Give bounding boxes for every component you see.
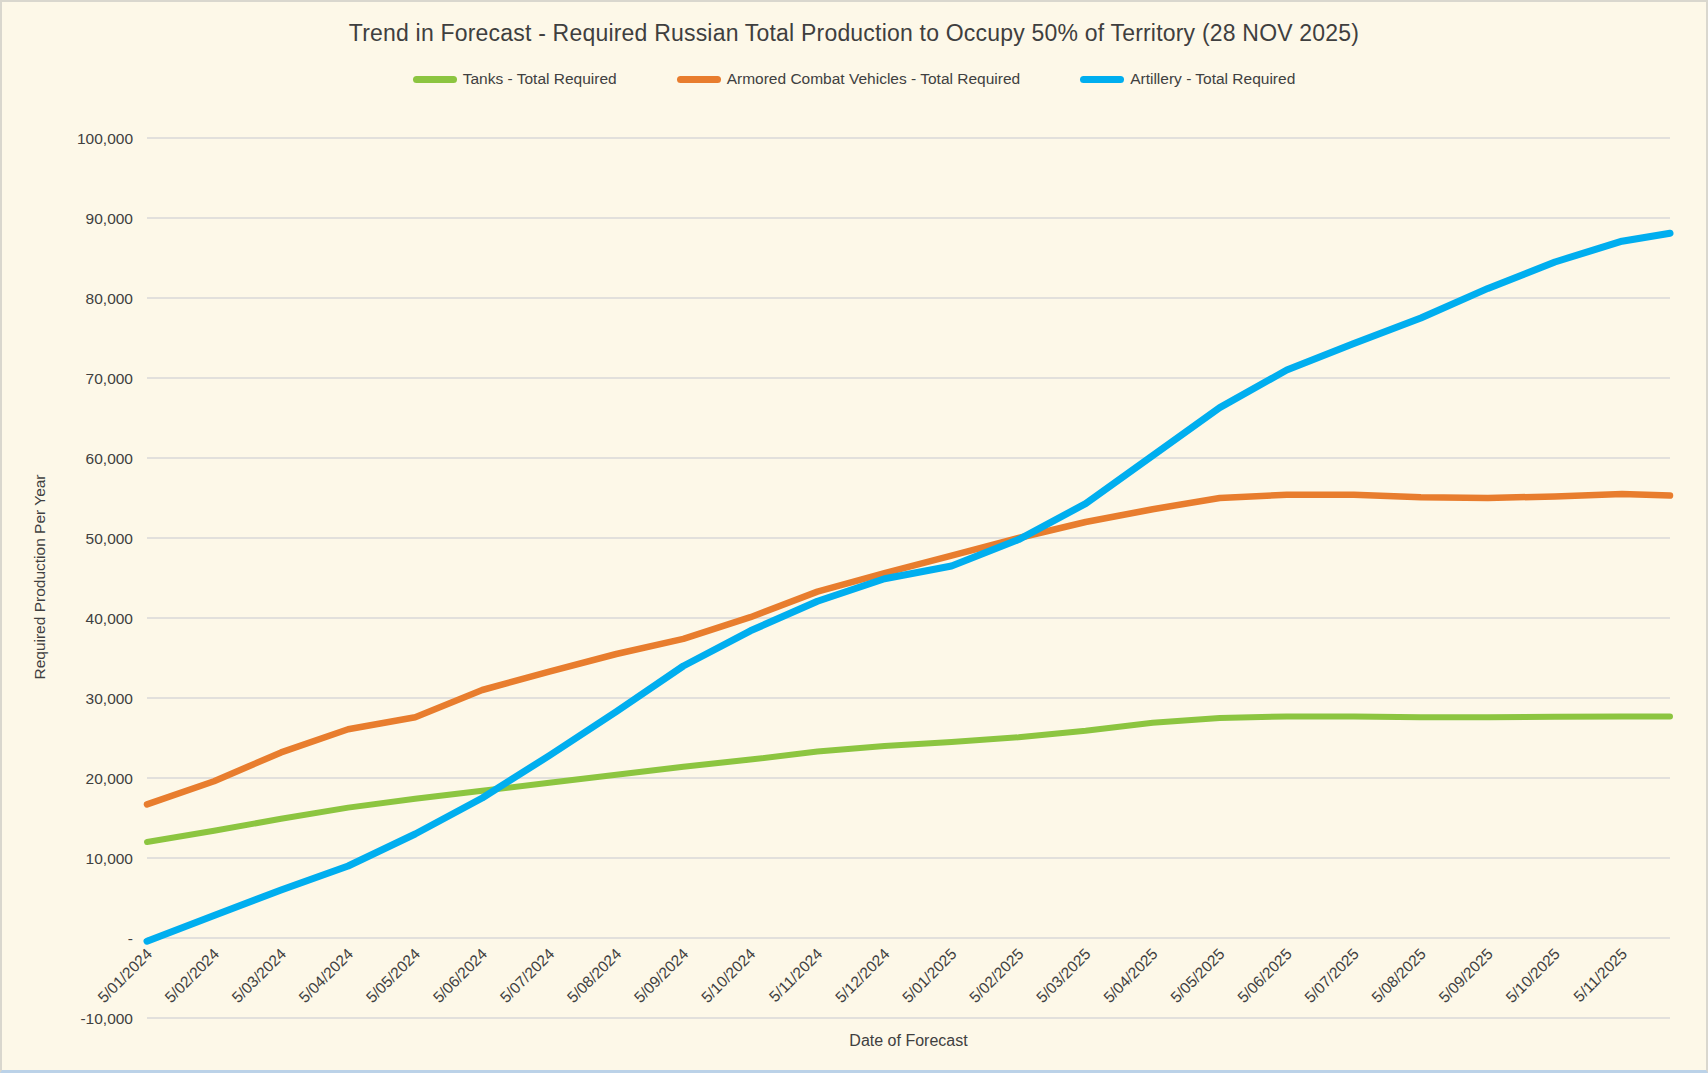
legend-item: Tanks - Total Required <box>413 70 617 88</box>
x-tick-label: 5/05/2025 <box>1167 945 1228 1006</box>
y-tick-label: 20,000 <box>86 770 134 787</box>
x-tick-label: 5/07/2024 <box>497 945 558 1006</box>
x-tick-label: 5/08/2025 <box>1368 945 1429 1006</box>
legend-swatch-icon <box>413 76 457 83</box>
y-tick-label: 80,000 <box>86 290 134 307</box>
x-tick-label: 5/03/2025 <box>1033 945 1094 1006</box>
y-tick-label: 70,000 <box>86 370 134 387</box>
x-tick-label: 5/10/2024 <box>698 945 759 1006</box>
y-tick-label: 10,000 <box>86 850 134 867</box>
x-tick-label: 5/11/2025 <box>1570 945 1630 1005</box>
x-tick-label: 5/01/2025 <box>899 945 960 1006</box>
x-tick-label: 5/08/2024 <box>564 945 625 1006</box>
y-tick-label: 50,000 <box>86 530 134 547</box>
chart-legend: Tanks - Total Required Armored Combat Veh… <box>2 70 1706 88</box>
chart-window: Trend in Forecast - Required Russian Tot… <box>0 0 1708 1073</box>
x-axis-title: Date of Forecast <box>147 1032 1670 1050</box>
legend-label: Armored Combat Vehicles - Total Required <box>727 70 1021 88</box>
y-tick-label: - <box>128 930 133 947</box>
y-tick-label: 90,000 <box>86 210 134 227</box>
x-tick-label: 5/05/2024 <box>363 945 424 1006</box>
series-line-armored <box>147 494 1670 804</box>
legend-swatch-icon <box>1080 76 1124 83</box>
x-tick-label: 5/03/2024 <box>228 945 289 1006</box>
y-tick-label: 30,000 <box>86 690 134 707</box>
y-tick-label: -10,000 <box>80 1010 133 1027</box>
x-tick-label: 5/10/2025 <box>1502 945 1563 1006</box>
x-tick-label: 5/12/2024 <box>832 945 893 1006</box>
y-tick-label: 100,000 <box>77 130 133 147</box>
legend-label: Artillery - Total Required <box>1130 70 1295 88</box>
x-tick-label: 5/09/2024 <box>631 945 692 1006</box>
x-tick-label: 5/02/2025 <box>966 945 1027 1006</box>
x-tick-label: 5/07/2025 <box>1301 945 1362 1006</box>
x-tick-label: 5/09/2025 <box>1435 945 1496 1006</box>
chart-title: Trend in Forecast - Required Russian Tot… <box>2 20 1706 47</box>
legend-item: Artillery - Total Required <box>1080 70 1295 88</box>
legend-label: Tanks - Total Required <box>463 70 617 88</box>
legend-item: Armored Combat Vehicles - Total Required <box>677 70 1021 88</box>
x-tick-label: 5/06/2025 <box>1234 945 1295 1006</box>
plot-area: 100,000 90,000 80,000 70,000 60,000 50,000 40,… <box>2 2 1708 1073</box>
x-tick-label: 5/04/2024 <box>295 945 356 1006</box>
x-tick-label: 5/01/2024 <box>94 945 155 1006</box>
y-tick-label: 60,000 <box>86 450 134 467</box>
x-tick-label: 5/11/2024 <box>766 945 826 1005</box>
y-axis-title: Required Production Per Year <box>31 474 49 679</box>
series-line-tanks <box>147 716 1670 842</box>
x-tick-label: 5/04/2025 <box>1100 945 1161 1006</box>
x-tick-label: 5/02/2024 <box>161 945 222 1006</box>
y-tick-label: 40,000 <box>86 610 134 627</box>
x-tick-label: 5/06/2024 <box>430 945 491 1006</box>
series-line-artillery <box>147 233 1670 941</box>
legend-swatch-icon <box>677 76 721 83</box>
